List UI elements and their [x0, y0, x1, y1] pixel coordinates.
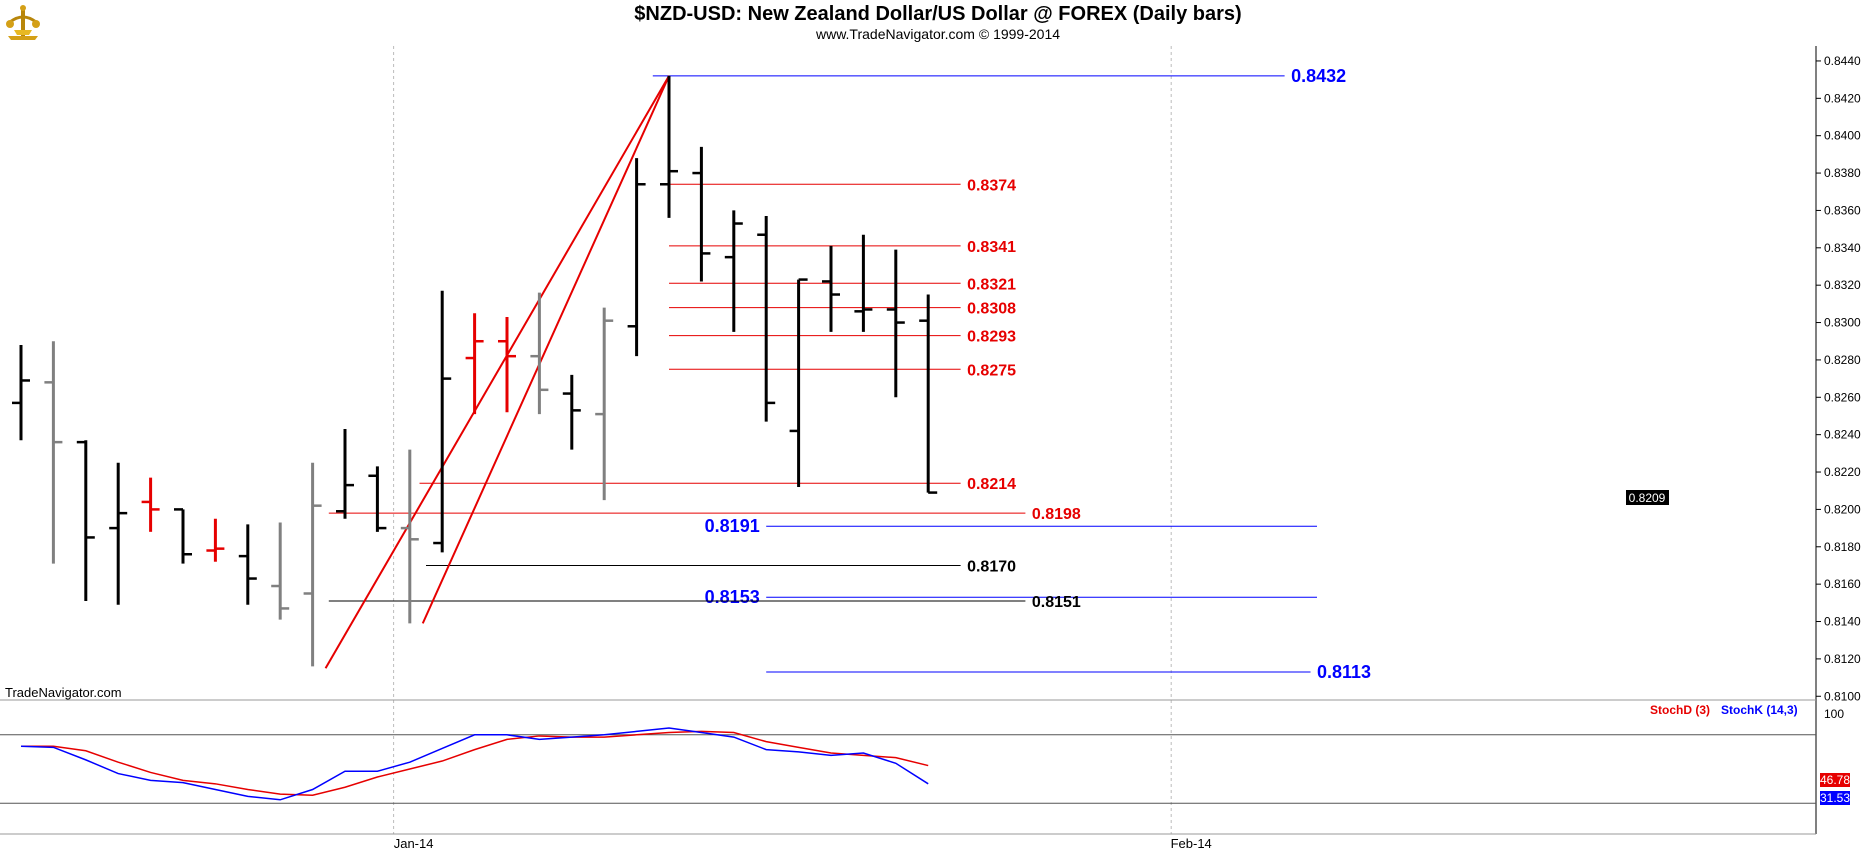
y-tick-label: 0.8340	[1824, 241, 1861, 255]
level-label: 0.8198	[1032, 506, 1081, 523]
level-label: 0.8374	[967, 177, 1016, 194]
stoch-k-last-box	[1820, 791, 1850, 805]
ohlc-bar	[238, 524, 257, 605]
date-axis: Jan-14 Feb-14	[394, 836, 1212, 851]
ohlc-bar	[562, 374, 581, 450]
ohlc-bar	[433, 290, 452, 553]
y-tick-label: 0.8400	[1824, 129, 1861, 143]
ohlc-bar	[76, 440, 95, 601]
level-label: 0.8308	[967, 301, 1016, 318]
y-tick-label: 0.8300	[1824, 316, 1861, 330]
stoch-d-line	[21, 730, 929, 796]
ohlc-bar	[757, 216, 776, 422]
y-tick-label: 0.8200	[1824, 502, 1861, 516]
ohlc-bar	[12, 344, 30, 441]
chart-header: $NZD-USD: New Zealand Dollar/US Dollar @…	[0, 0, 1876, 46]
level-label: 0.8151	[1032, 594, 1081, 611]
ohlc-bar	[498, 316, 516, 413]
price-levels: 0.8432 0.8374 0.8341 0.8321 0.8308 0.8293 0.82…	[328, 66, 1371, 682]
ohlc-bar	[854, 234, 873, 332]
y-tick-label: 0.8240	[1824, 428, 1861, 442]
price-axis: 0.8440 0.8420 0.8400 0.8380 0.8360 0.8340 0.83…	[1816, 54, 1861, 703]
level-label: 0.8214	[967, 476, 1016, 493]
level-label: 0.8432	[1291, 66, 1346, 86]
stoch-d-legend: StochD (3)	[1650, 703, 1710, 717]
chart-subtitle: www.TradeNavigator.com © 1999-2014	[815, 26, 1061, 42]
y-tick-label: 0.8260	[1824, 390, 1861, 404]
stoch-k-legend: StochK (14,3)	[1721, 703, 1798, 717]
y-tick-label: 0.8140	[1824, 615, 1861, 629]
y-tick-label: 0.8420	[1824, 91, 1861, 105]
last-price-box	[1626, 490, 1669, 505]
ohlc-bar	[660, 75, 678, 218]
ohlc-bar	[206, 518, 225, 562]
trend-lines	[324, 75, 670, 669]
level-label: 0.8153	[705, 587, 760, 607]
y-tick-label: 0.8120	[1824, 652, 1861, 666]
ohlc-bar	[465, 313, 484, 415]
ohlc-bar	[303, 462, 322, 667]
y-tick-label: 0.8380	[1824, 166, 1861, 180]
ohlc-bar	[174, 508, 192, 564]
ohlc-bar	[400, 449, 419, 624]
stochastic-panel: StochD (3) StochK (14,3) 100 46.78 31.53	[0, 703, 1850, 805]
ohlc-bar	[692, 146, 711, 282]
y-tick-label: 0.8100	[1824, 689, 1861, 703]
level-label: 0.8321	[967, 276, 1016, 293]
y-tick-label: 0.8360	[1824, 203, 1861, 217]
ohlc-bar	[530, 292, 549, 415]
y-tick-label: 0.8320	[1824, 278, 1861, 292]
y-tick-label: 0.8220	[1824, 465, 1861, 479]
stoch-d-last-box	[1820, 773, 1850, 787]
chart-title: $NZD-USD: New Zealand Dollar/US Dollar @…	[634, 3, 1242, 25]
watermark-text: TradeNavigator.com	[5, 685, 122, 700]
trend-line	[421, 75, 670, 624]
ohlc-bar	[919, 294, 938, 494]
price-bars	[12, 75, 938, 667]
stoch-y-tick: 100	[1824, 707, 1844, 721]
stoch-k-line	[20, 727, 929, 801]
level-label: 0.8341	[967, 239, 1016, 256]
stoch-d-last: 46.78	[1820, 773, 1850, 787]
x-tick-label: Feb-14	[1171, 836, 1212, 851]
level-label: 0.8113	[1317, 662, 1371, 682]
ohlc-bar	[595, 307, 614, 501]
level-label: 0.8191	[705, 516, 760, 536]
ohlc-bar	[336, 429, 354, 519]
y-tick-label: 0.8180	[1824, 540, 1861, 554]
y-tick-label: 0.8160	[1824, 577, 1861, 591]
ohlc-bar	[822, 245, 840, 332]
grid-lines	[0, 46, 1816, 835]
ohlc-bar	[886, 249, 905, 398]
stoch-k-last: 31.53	[1820, 791, 1850, 805]
level-label: 0.8170	[967, 558, 1016, 575]
ohlc-bar	[141, 477, 160, 532]
last-price-label: 0.8209	[1629, 491, 1666, 505]
trend-line	[324, 75, 670, 669]
ohlc-bar	[109, 462, 128, 605]
ohlc-bar	[724, 210, 743, 332]
ohlc-bar	[627, 158, 646, 357]
ohlc-bar	[44, 341, 63, 564]
x-tick-label: Jan-14	[394, 836, 434, 851]
ohlc-bar	[789, 278, 808, 487]
level-label: 0.8293	[967, 329, 1016, 346]
y-tick-label: 0.8280	[1824, 353, 1861, 367]
ohlc-bar	[368, 466, 387, 532]
level-label: 0.8275	[967, 362, 1016, 379]
ohlc-bar	[271, 522, 290, 620]
y-tick-label: 0.8440	[1824, 54, 1861, 68]
trade-navigator-logo-icon	[6, 5, 40, 40]
